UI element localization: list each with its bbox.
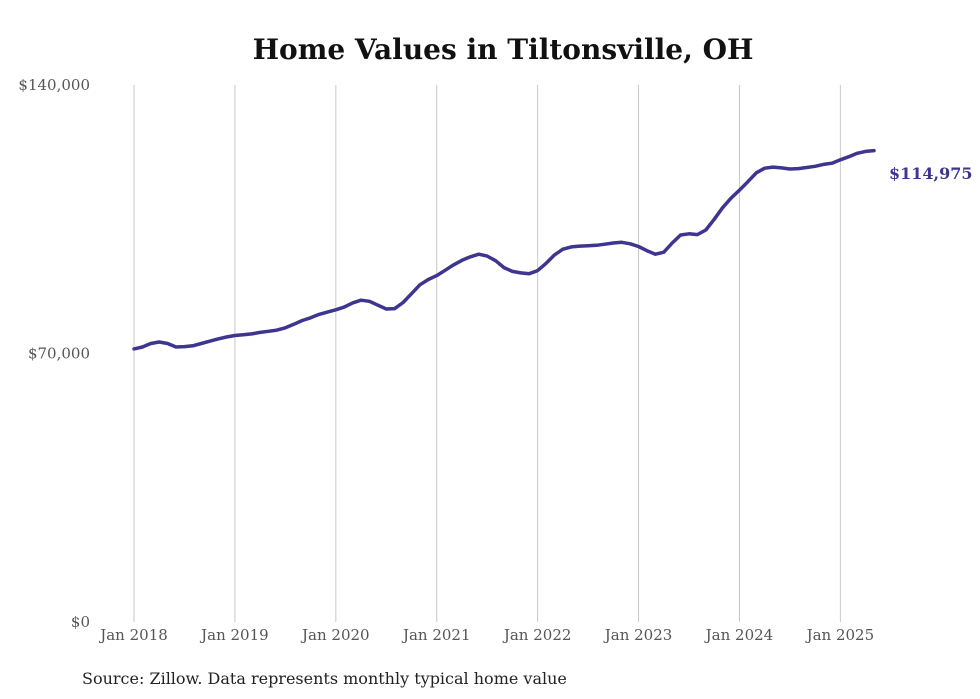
series-layer (132, 148, 876, 351)
y-tick-label: $0 (71, 613, 90, 631)
x-tick-label: Jan 2019 (199, 626, 269, 644)
x-tick-label: Jan 2025 (805, 626, 875, 644)
chart-title: Home Values in Tiltonsville, OH (253, 33, 754, 66)
end-value-label: $114,975 (889, 164, 973, 183)
x-tick-label: Jan 2023 (603, 626, 673, 644)
x-tick-label: Jan 2022 (502, 626, 572, 644)
y-tick-label: $140,000 (18, 76, 90, 94)
y-tick-label: $70,000 (28, 345, 90, 363)
gridlines (133, 85, 841, 622)
x-tick-label: Jan 2024 (704, 626, 774, 644)
x-axis-ticks: Jan 2018 Jan 2019 Jan 2020 Jan 2021 Jan 2022… (98, 626, 874, 644)
x-tick-label: Jan 2020 (300, 626, 370, 644)
series-line (132, 148, 876, 351)
x-tick-label: Jan 2018 (98, 626, 168, 644)
x-tick-label: Jan 2021 (401, 626, 471, 644)
y-axis-ticks: $0 $70,000 $140,000 (18, 76, 90, 631)
source-note: Source: Zillow. Data represents monthly … (82, 669, 567, 688)
